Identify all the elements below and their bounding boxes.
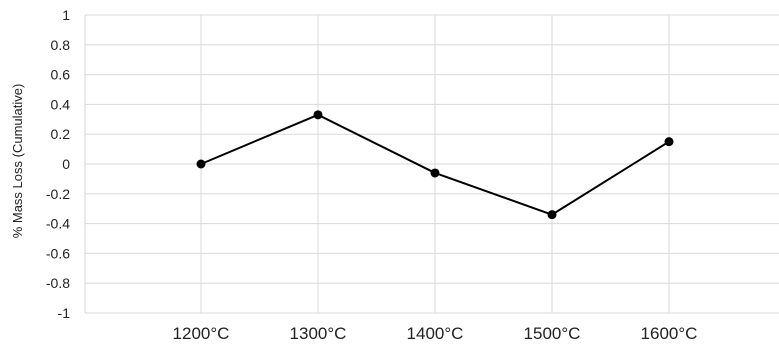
x-axis-tick-labels: 1200°C 1300°C 1400°C 1500°C 1600°C [173,324,698,343]
y-tick-label: -0.2 [46,186,70,202]
gridlines [84,14,779,314]
x-tick-label: 1300°C [290,324,347,343]
x-tick-label: 1200°C [173,324,230,343]
y-axis-tick-labels: 1 0.8 0.6 0.4 0.2 0 -0.2 -0.4 -0.6 -0.8 -1 [46,7,70,321]
y-tick-label: -0.6 [46,245,70,261]
y-axis-title: % Mass Loss (Cumulative) [10,84,25,239]
y-tick-label: -0.8 [46,275,70,291]
y-tick-label: -1 [58,305,71,321]
x-tick-label: 1400°C [407,324,464,343]
data-point [430,168,440,178]
data-point [313,110,323,120]
data-point [547,210,557,220]
y-tick-label: 0.2 [51,126,71,142]
y-tick-label: -0.4 [46,216,70,232]
y-tick-label: 0.4 [51,96,71,112]
x-tick-label: 1600°C [641,324,698,343]
y-tick-label: 0 [62,156,70,172]
y-tick-label: 1 [62,7,70,23]
y-tick-label: 0.8 [51,37,71,53]
y-tick-label: 0.6 [51,67,71,83]
series-layer [196,110,674,220]
data-point [664,137,674,147]
x-tick-label: 1500°C [524,324,581,343]
data-point [196,159,206,169]
